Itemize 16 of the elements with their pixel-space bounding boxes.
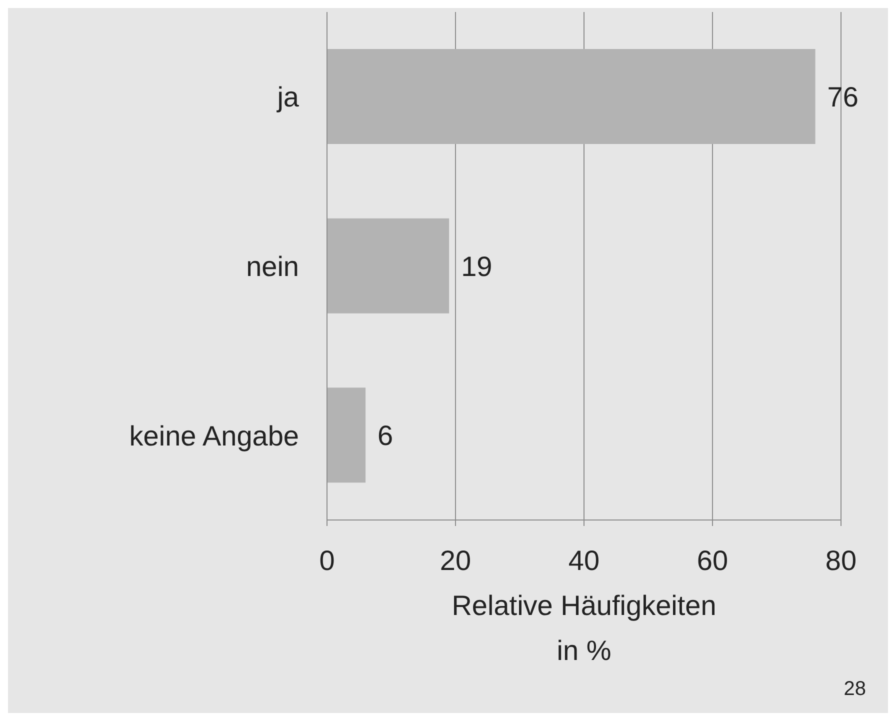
data-label: 19 xyxy=(461,250,492,282)
y-tick-label: ja xyxy=(276,82,300,113)
x-tick-label: 60 xyxy=(696,544,728,576)
x-tick-label: 40 xyxy=(568,544,600,576)
bar xyxy=(327,388,366,483)
x-tick-label: 80 xyxy=(825,544,857,576)
x-tick-label: 0 xyxy=(319,544,335,576)
y-tick-label: keine Angabe xyxy=(129,420,299,452)
y-tick-label: nein xyxy=(246,250,299,282)
data-label: 76 xyxy=(827,81,858,112)
bar xyxy=(327,49,816,144)
x-axis-title: Relative Häufigkeiten in % xyxy=(452,590,716,666)
bar xyxy=(327,218,450,314)
x-tick-label: 20 xyxy=(440,544,472,576)
text: 28 xyxy=(844,678,866,701)
data-label: 6 xyxy=(378,420,394,452)
